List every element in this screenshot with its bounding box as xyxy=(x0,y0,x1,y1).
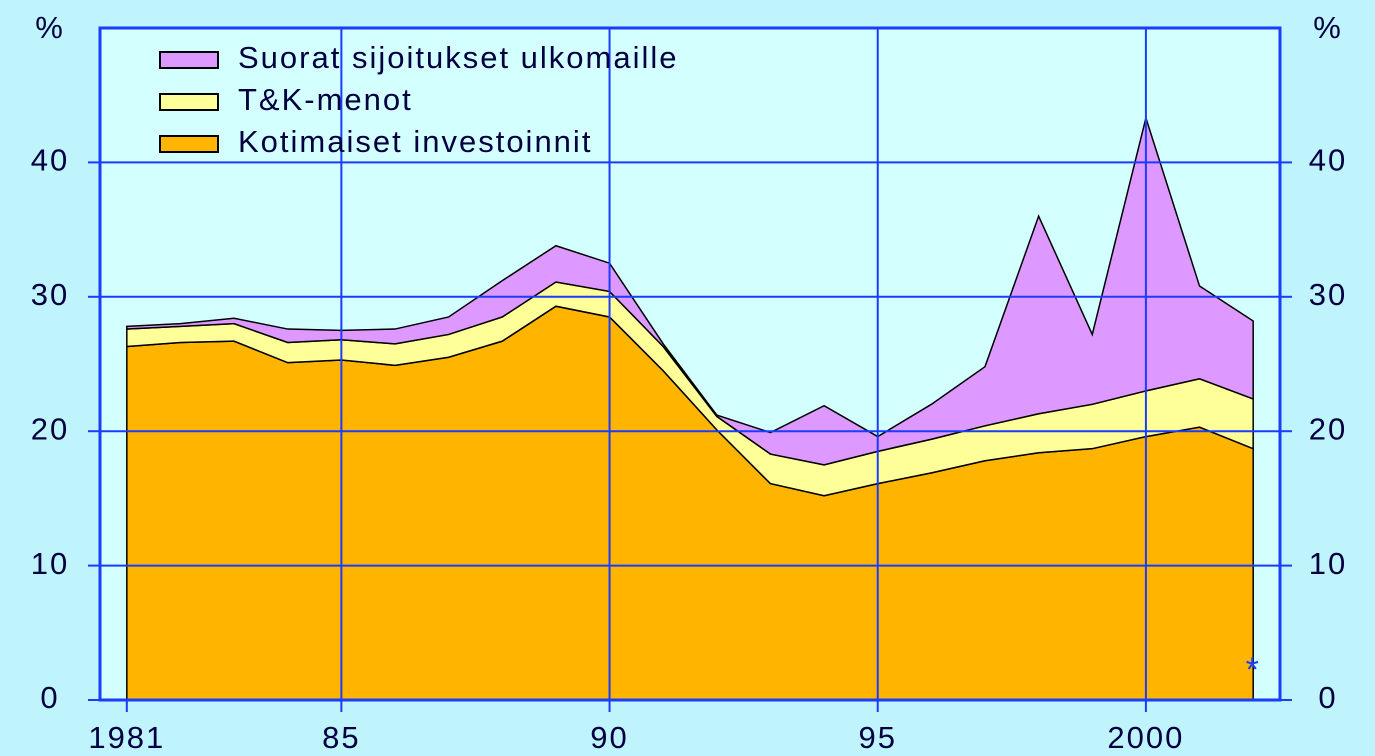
y2-tick-label: 0 xyxy=(1318,680,1337,715)
x-tick-label: 90 xyxy=(590,720,628,755)
annotation: * xyxy=(1246,651,1261,689)
legend-label: T&K-menot xyxy=(238,82,413,117)
y-tick-label: 0 xyxy=(40,680,59,715)
legend-swatch xyxy=(159,135,219,153)
plot-frame xyxy=(98,26,1282,702)
y2-tick-label: 20 xyxy=(1309,411,1347,446)
y-tick-label: 30 xyxy=(31,277,69,312)
legend-label: Kotimaiset investoinnit xyxy=(238,124,592,159)
legend-label: Suorat sijoitukset ulkomaille xyxy=(238,40,679,75)
x-tick-label: 95 xyxy=(858,720,896,755)
y-tick-label: 10 xyxy=(31,546,69,581)
y2-tick-label: 30 xyxy=(1309,277,1347,312)
y-axis-label: % xyxy=(35,10,65,45)
legend-swatch xyxy=(159,93,219,111)
legend-swatch xyxy=(159,51,219,69)
y2-tick-label: 10 xyxy=(1309,546,1347,581)
y2-tick-label: 40 xyxy=(1309,143,1347,178)
area xyxy=(126,115,1254,466)
x-tick-label: 2000 xyxy=(1107,720,1184,755)
x-tick-label: 85 xyxy=(322,720,360,755)
y-tick-label: 40 xyxy=(31,143,69,178)
y-tick-label: 20 xyxy=(31,411,69,446)
x-tick-label: 1981 xyxy=(88,720,165,755)
y2-axis-label: % xyxy=(1313,10,1343,45)
